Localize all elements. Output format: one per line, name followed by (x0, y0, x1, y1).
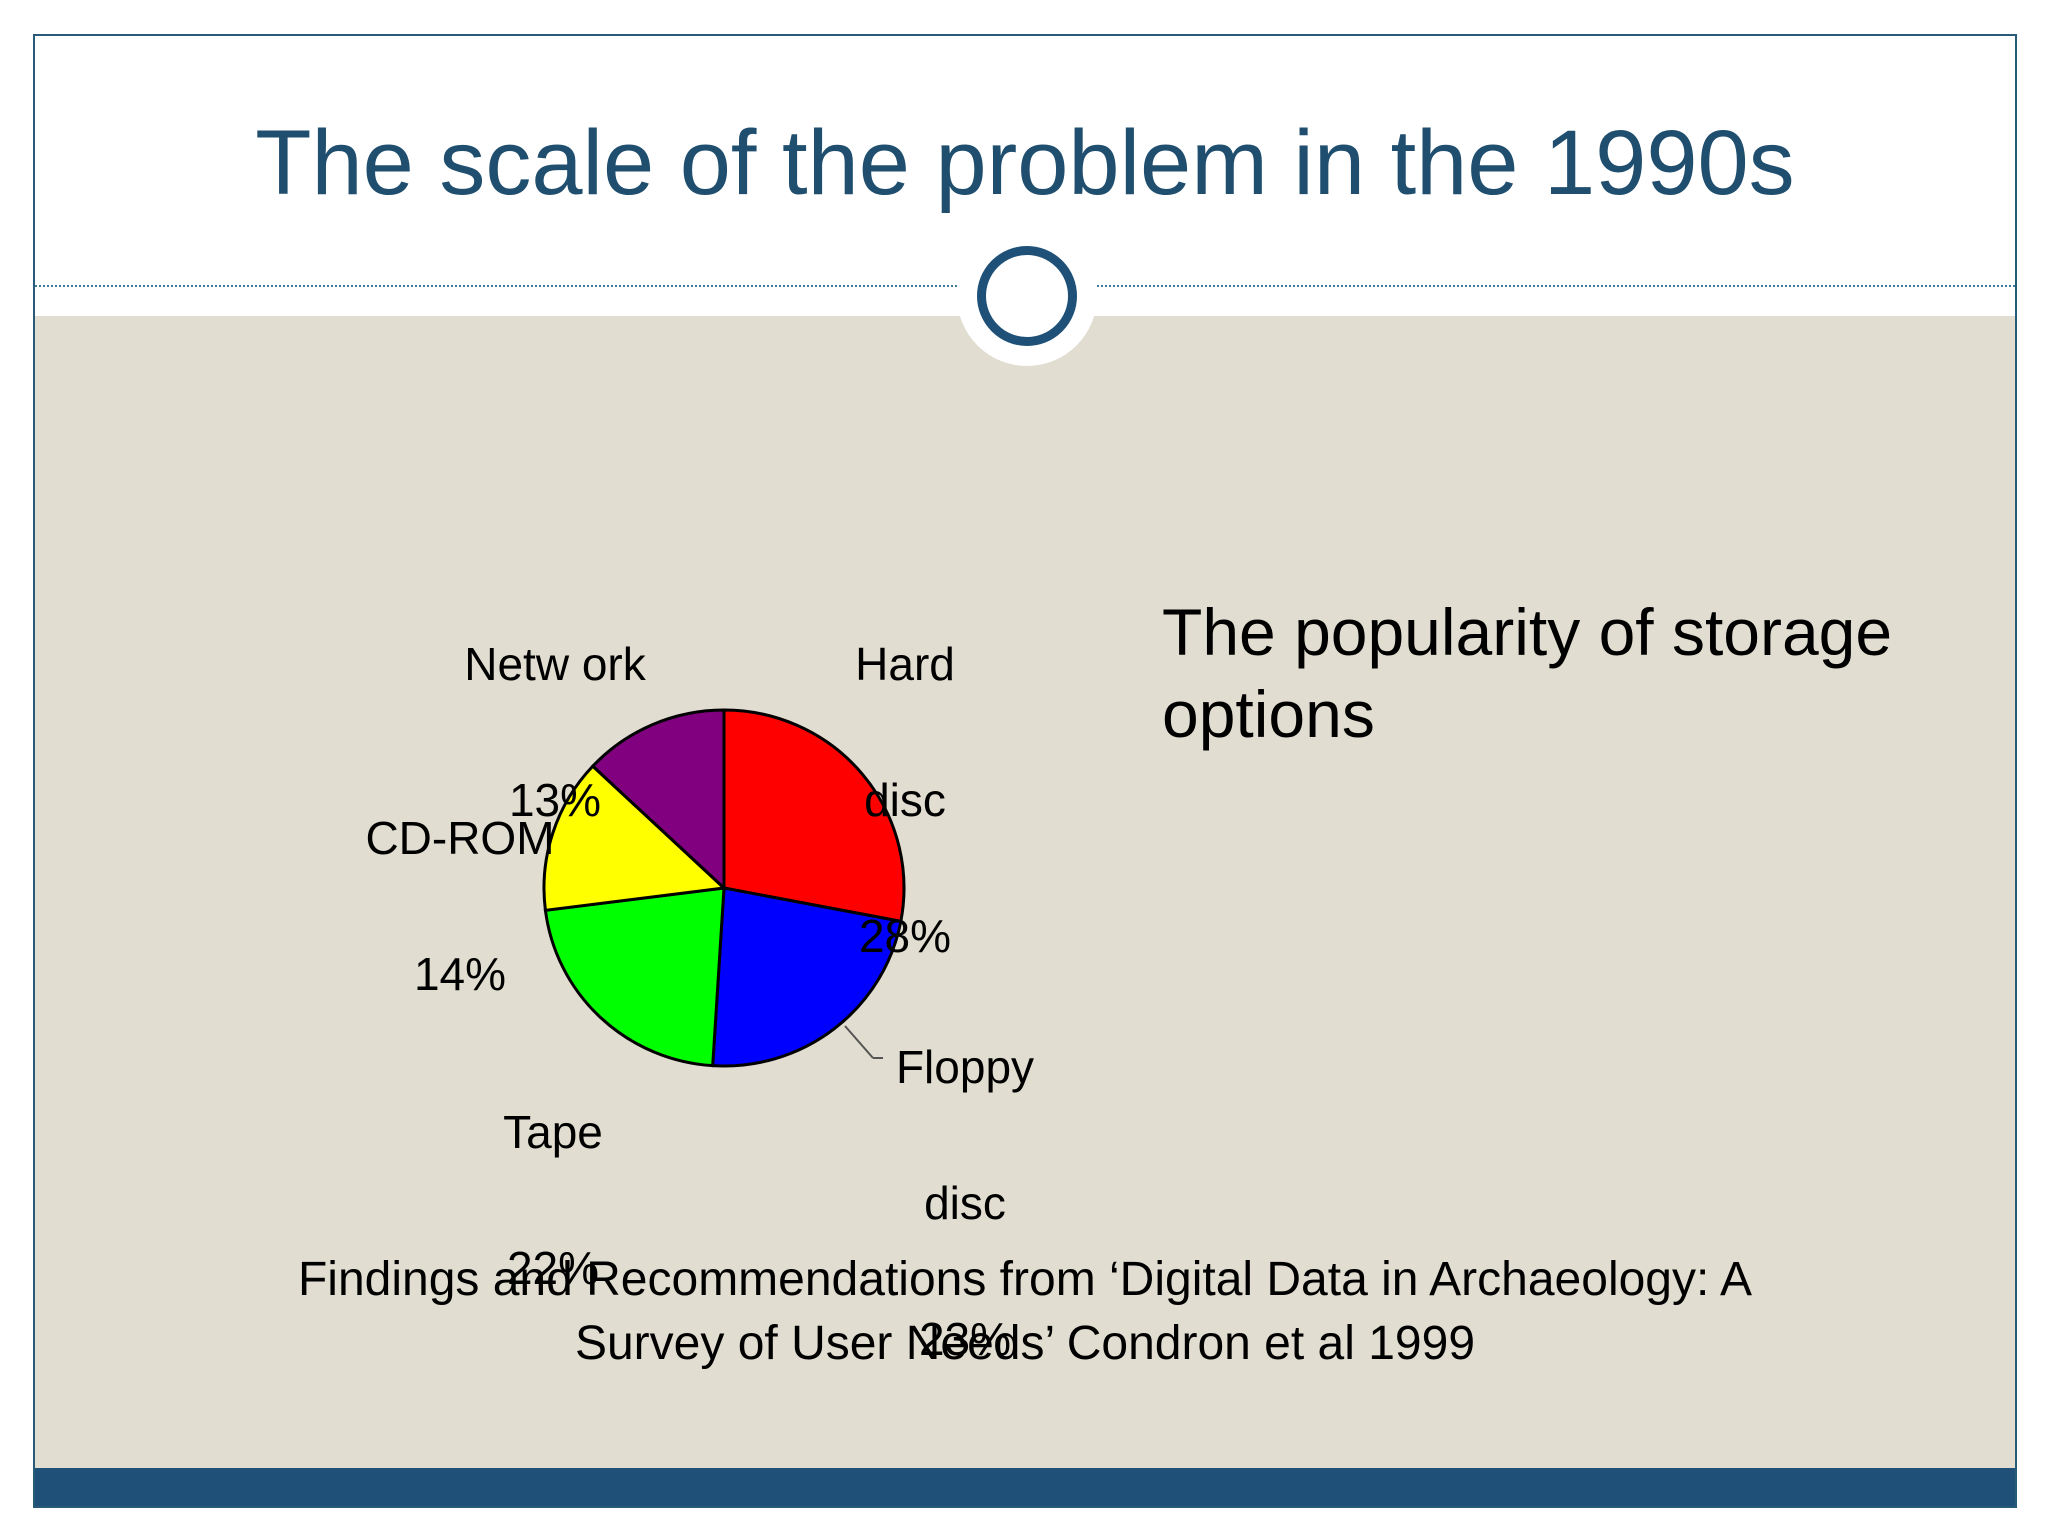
source-citation-line1: Findings and Recommendations from ‘Digit… (297, 1253, 1753, 1306)
slice-label-hard-disc: Hard disc 28% (825, 562, 985, 1038)
slice-label-network-name: Netw ork (464, 638, 646, 690)
slice-label-network: Netw ork 13% (435, 562, 675, 902)
slice-label-network-value: 13% (508, 774, 602, 826)
source-citation-line2: Survey of User Needs’ Condron et al 1999 (574, 1317, 1476, 1370)
slice-label-floppy-disc-value: 23% (918, 1313, 1012, 1365)
slice-label-floppy-disc: Floppy disc 23% (865, 965, 1065, 1441)
pie-slice-hard-disc (722, 708, 906, 924)
slice-label-tape: Tape 22% (453, 1030, 653, 1370)
title-divider-left (35, 285, 957, 287)
pie-slice-tape (543, 886, 726, 1068)
circle-ornament-icon (977, 246, 1077, 346)
slide-title: The scale of the problem in the 1990s (255, 112, 1795, 214)
pie-slice-network (590, 708, 726, 892)
slide: The scale of the problem in the 1990s Ha… (33, 34, 2017, 1508)
slice-label-cd-rom: CD-ROM 14% (340, 736, 580, 1076)
slice-label-hard-disc-value: 28% (858, 910, 952, 962)
slice-label-hard-disc-name1: Hard (855, 638, 955, 690)
slice-label-floppy-disc-name2: disc (924, 1177, 1006, 1229)
chart-description: The popularity of storage options (1162, 595, 1893, 751)
content-band (35, 316, 2015, 1468)
pie-slice-floppy-disc (711, 886, 903, 1068)
slice-label-cd-rom-value: 14% (413, 948, 507, 1000)
pie-chart (542, 708, 906, 1068)
slice-label-tape-name: Tape (503, 1106, 603, 1158)
floppy-leader-line (844, 1025, 874, 1059)
pie-slice-cd-rom (542, 764, 728, 912)
title-divider-right (1097, 285, 2015, 287)
source-citation: Findings and Recommendations from ‘Digit… (35, 1248, 2015, 1376)
footer-band (35, 1468, 2015, 1506)
slice-label-tape-value: 22% (506, 1242, 600, 1294)
slice-label-floppy-disc-name1: Floppy (895, 1041, 1035, 1093)
slice-label-hard-disc-name2: disc (864, 774, 946, 826)
slice-label-cd-rom-name: CD-ROM (365, 812, 555, 864)
